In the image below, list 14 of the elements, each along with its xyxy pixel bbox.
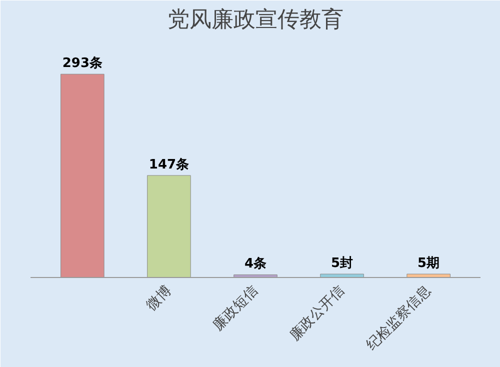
data-label: 293条 (62, 56, 102, 72)
bar (320, 274, 364, 278)
bar (147, 175, 191, 278)
data-label: 5封 (331, 256, 354, 272)
x-tick-label: 纪检监察信息 (364, 282, 434, 354)
bar (406, 274, 450, 278)
bar (60, 74, 104, 278)
data-label: 5期 (418, 256, 440, 272)
data-label: 4条 (244, 256, 267, 272)
x-tick-label: 微博 (144, 282, 175, 314)
x-tick-label: 廉政短信 (210, 282, 262, 334)
data-label: 147条 (148, 157, 190, 172)
x-tick-label: 廉政公开信 (286, 282, 348, 344)
chart-title: 党风廉政宣传教育 (168, 6, 344, 32)
